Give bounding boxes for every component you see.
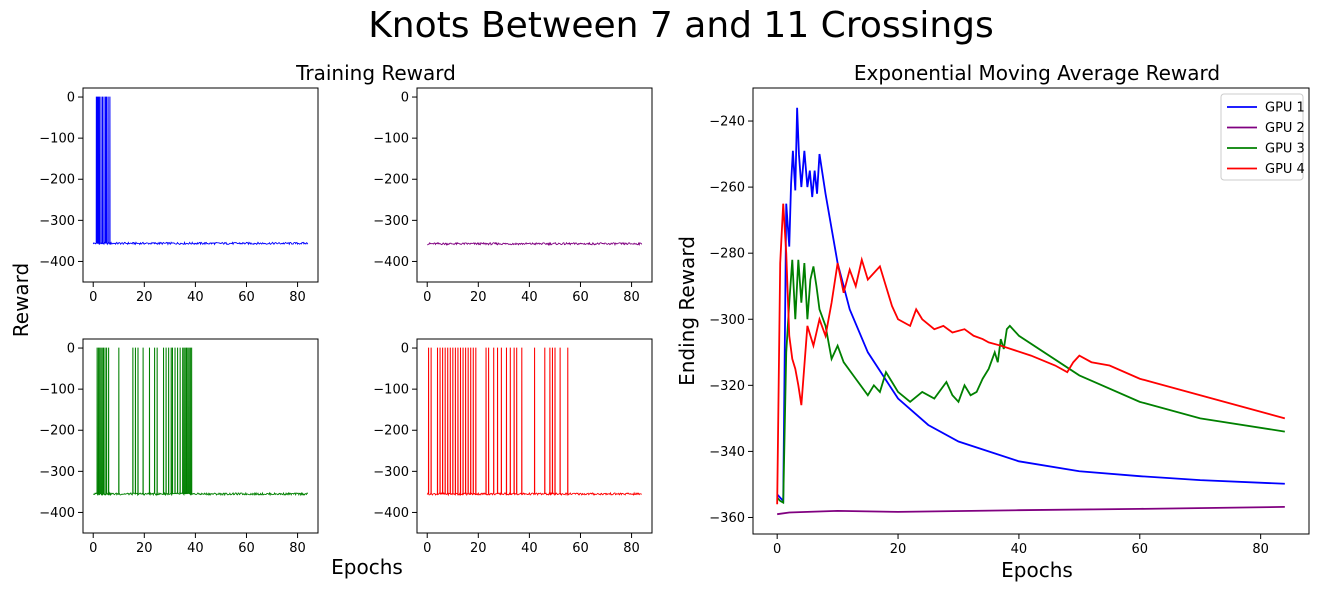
y-tick-label: −100 [39,383,75,398]
x-tick-label: 60 [238,541,255,556]
plot-area-3: 0 20 40 60 80 0 −100 −200 −300 −400 [39,338,319,556]
axes-frame [82,338,319,534]
x-tick-label: 0 [423,541,431,556]
y-tick-label: −200 [39,173,75,188]
x-tick-label: 20 [136,290,153,305]
plot-area-5: 0 20 40 60 80 −240 −260 −280 −300 −320 −340 −360 GPU… [709,87,1310,557]
x-tick-label: 20 [890,542,907,557]
y-tick-label: −260 [709,181,745,196]
y-tick-label: −300 [39,465,75,480]
y-tick-label: 0 [401,91,409,106]
x-tick-label: 0 [773,542,781,557]
x-tick-label: 80 [289,290,306,305]
x-tick-label: 0 [89,541,97,556]
x-tick-label: 80 [1252,542,1269,557]
y-tick-label: −400 [39,255,75,270]
plot-area-2: 0 20 40 60 80 0 −100 −200 −300 −400 [373,87,653,305]
left-ylabel: Reward [9,263,33,337]
x-tick-label: 20 [470,541,487,556]
legend-box [1220,93,1304,181]
series-line [427,241,643,247]
legend: GPU 1 GPU 2 GPU 3 GPU 4 [1220,93,1305,181]
y-tick-label: −300 [373,465,409,480]
right-title: Exponential Moving Average Reward [854,61,1220,85]
left-title: Training Reward [295,61,456,85]
x-tick-label: 40 [1011,542,1028,557]
y-tick-label: 0 [67,91,75,106]
y-tick-label: −100 [373,132,409,147]
x-tick-label: 80 [289,541,306,556]
legend-label: GPU 3 [1265,142,1305,157]
y-tick-label: −400 [39,506,75,521]
y-tick-label: 0 [67,342,75,357]
series-line [93,347,309,497]
x-tick-label: 80 [623,541,640,556]
y-tick-label: −200 [39,424,75,439]
x-tick-label: 60 [1132,542,1149,557]
y-tick-label: −400 [373,506,409,521]
axes-frame [416,338,653,534]
y-tick-label: −200 [373,173,409,188]
y-tick-label: −400 [373,255,409,270]
series-line [777,506,1285,516]
y-tick-label: −320 [709,379,745,394]
x-tick-label: 60 [238,290,255,305]
y-tick-label: −340 [709,445,745,460]
y-tick-label: −360 [709,511,745,526]
right-xlabel: Epochs [1001,558,1073,582]
x-tick-label: 40 [187,541,204,556]
y-tick-label: −100 [373,383,409,398]
y-tick-label: 0 [401,342,409,357]
y-tick-label: −300 [709,313,745,328]
series-line [776,259,1285,505]
x-tick-label: 20 [136,541,153,556]
series-line [426,347,642,497]
legend-label: GPU 1 [1265,101,1305,116]
y-tick-label: −200 [373,424,409,439]
y-tick-label: −300 [373,214,409,229]
y-tick-label: −300 [39,214,75,229]
legend-label: GPU 2 [1265,121,1305,136]
plot-area-1: 0 20 40 60 80 0 −100 −200 −300 −400 [39,87,319,305]
x-tick-label: 80 [623,290,640,305]
x-tick-label: 40 [521,290,538,305]
axes-frame [752,87,1310,535]
x-tick-label: 40 [521,541,538,556]
x-tick-label: 20 [470,290,487,305]
y-tick-label: −280 [709,247,745,262]
y-tick-label: −100 [39,132,75,147]
series-line [92,96,309,246]
y-tick-label: −240 [709,115,745,130]
x-tick-label: 0 [423,290,431,305]
legend-label: GPU 4 [1265,162,1305,177]
figure-title: Knots Between 7 and 11 Crossings [368,5,994,46]
x-tick-label: 60 [572,541,589,556]
x-tick-label: 40 [187,290,204,305]
right-ylabel: Ending Reward [675,236,699,386]
x-tick-label: 0 [89,290,97,305]
series-line [776,203,1286,505]
left-xlabel: Epochs [331,555,403,579]
series-line [776,107,1285,504]
axes-frame [416,87,653,283]
x-tick-label: 60 [572,290,589,305]
axes-frame [82,87,319,283]
plot-area-4: 0 20 40 60 80 0 −100 −200 −300 −400 [373,338,653,556]
